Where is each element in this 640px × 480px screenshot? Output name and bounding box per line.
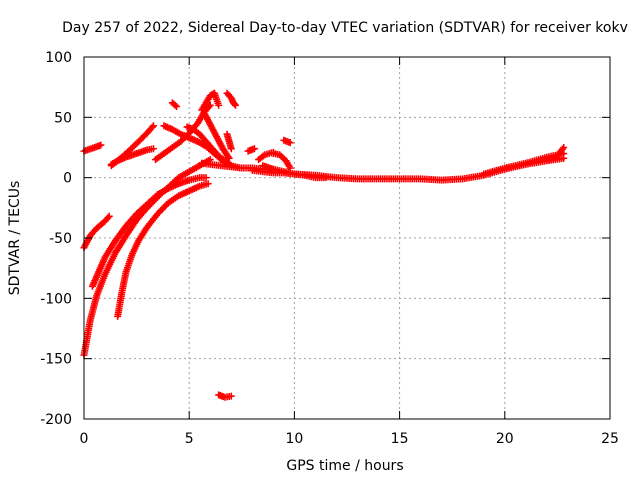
x-tick-label: 5	[185, 431, 194, 447]
series-arc-r	[248, 154, 568, 184]
x-tick-label: 25	[601, 431, 619, 447]
y-tick-label: -50	[49, 231, 72, 247]
data-point	[173, 102, 181, 110]
data-point	[560, 144, 568, 151]
data-point	[204, 180, 212, 188]
y-tick-label: -200	[40, 412, 72, 428]
series-arc-l	[198, 89, 223, 114]
x-tick-label: 0	[80, 431, 89, 447]
series-arc-s	[259, 162, 330, 182]
data-point	[105, 212, 113, 220]
series-arc-w	[244, 145, 258, 155]
series-arc-y	[543, 144, 568, 164]
data-point	[231, 101, 239, 109]
y-tick-label: -100	[40, 291, 72, 307]
series-arc-b	[80, 212, 113, 252]
data-point	[149, 122, 157, 130]
data-point	[250, 145, 258, 153]
data-point	[171, 101, 179, 109]
y-tick-label: 50	[54, 110, 72, 126]
series-arc-m	[168, 99, 181, 110]
x-tick-label: 20	[496, 431, 514, 447]
y-tick-label: 100	[45, 50, 72, 66]
y-tick-label: 0	[63, 171, 72, 187]
x-tick-label: 15	[391, 431, 409, 447]
series-arc-g	[107, 122, 157, 170]
series-arc-e	[114, 180, 212, 320]
data-point	[322, 174, 330, 182]
data-point	[148, 123, 156, 131]
data-point	[149, 145, 157, 153]
data-point	[269, 148, 277, 156]
data-point	[225, 154, 233, 162]
series-arc-n	[223, 89, 239, 109]
data-point	[215, 101, 223, 109]
data-point	[230, 100, 238, 108]
plot-frame	[83, 56, 611, 420]
y-axis-label: SDTVAR / TECUs	[7, 181, 23, 296]
x-tick-label: 10	[285, 431, 303, 447]
data-point	[227, 392, 235, 400]
chart-title: Day 257 of 2022, Sidereal Day-to-day VTE…	[62, 20, 628, 36]
data-point	[286, 164, 294, 172]
series-arc-u	[255, 148, 277, 164]
y-tick-label: -150	[40, 352, 72, 368]
axis-ticks: 0 5 10 15 20 25 -200 -150 -100 -50 0 50 100	[40, 50, 619, 447]
data-point	[286, 139, 294, 147]
data-point	[97, 141, 105, 149]
series-arc-o	[223, 130, 235, 153]
data-point	[202, 174, 210, 182]
grid	[84, 57, 610, 419]
series-arc-j	[183, 123, 235, 170]
series-arc-t	[269, 150, 294, 172]
series-arc-k	[200, 109, 233, 162]
data-points	[80, 89, 568, 401]
series-arc-p	[215, 391, 235, 401]
series-arc-v	[280, 136, 294, 147]
x-axis-label: GPS time / hours	[286, 458, 403, 474]
data-point	[227, 145, 235, 153]
series-arc-d	[88, 174, 210, 290]
